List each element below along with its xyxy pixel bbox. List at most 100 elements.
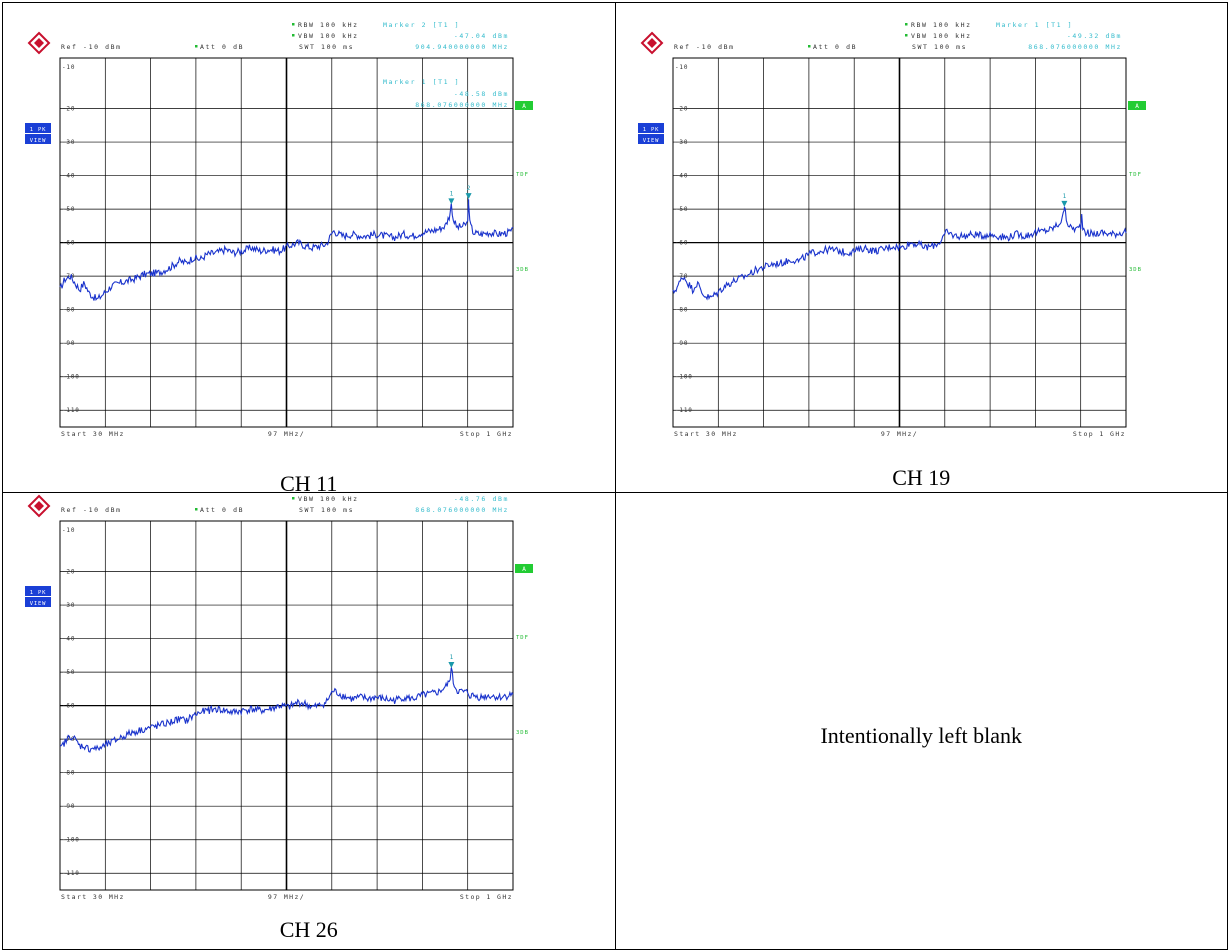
y-tick-label: -50 bbox=[62, 669, 75, 676]
vbw-label: VBW 100 kHz bbox=[911, 32, 972, 40]
badge-view-label: VIEW bbox=[642, 138, 658, 144]
badge-1pk-label: 1 PK bbox=[30, 590, 46, 596]
caption-ch26: CH 26 bbox=[279, 917, 338, 942]
badge-a-bg bbox=[515, 564, 533, 573]
marker-info-freq-2: 868.076000000 MHz bbox=[415, 101, 509, 109]
badge-1pk-bg bbox=[25, 123, 51, 133]
ref-level-label: Ref -10 dBm bbox=[61, 506, 122, 514]
y-tick-label: -30 bbox=[675, 139, 688, 146]
cell-ch11: RBW 100 kHz VBW 100 kHz SWT 100 ms Ref -10 … bbox=[2, 2, 616, 496]
marker-info-level-2: -48.58 dBm bbox=[454, 90, 509, 98]
y-tick-label: -80 bbox=[62, 770, 75, 777]
blank-note: Intentionally left blank bbox=[820, 723, 1023, 748]
y-tick-label: -20 bbox=[62, 106, 75, 113]
y-tick-label: -70 bbox=[675, 273, 688, 280]
badge-view-bg bbox=[25, 597, 51, 607]
x-stop-label: Stop 1 GHz bbox=[460, 430, 513, 438]
marker-number-label: 1 bbox=[450, 190, 454, 197]
rbw-label: RBW 100 kHz bbox=[911, 21, 972, 29]
attenuation-label: Att 0 dB bbox=[813, 43, 857, 51]
y-tick-label: -40 bbox=[62, 173, 75, 180]
badge-1pk-label: 1 PK bbox=[642, 127, 658, 133]
y-tick-label: -80 bbox=[62, 307, 75, 314]
marker-info-title-2: Marker 1 [T1 ] bbox=[383, 78, 460, 86]
badge-a-label: A bbox=[1135, 103, 1139, 110]
badge-a-bg bbox=[1127, 101, 1146, 110]
y-tick-label: -60 bbox=[675, 240, 688, 247]
x-span-label: 97 MHz/ bbox=[268, 430, 305, 438]
badge-1pk-label: 1 PK bbox=[30, 127, 46, 133]
y-tick-label: -10 bbox=[62, 64, 75, 71]
y-tick-label: -110 bbox=[62, 407, 80, 414]
y-tick-label: -60 bbox=[62, 703, 75, 710]
y-tick-label: -110 bbox=[675, 407, 693, 414]
y-tick-label: -10 bbox=[62, 527, 75, 534]
badge-a-label: A bbox=[522, 566, 526, 573]
trace-line bbox=[59, 666, 514, 753]
y-tick-label: -100 bbox=[675, 374, 693, 381]
swt-label: SWT 100 ms bbox=[299, 506, 354, 514]
marker-info-level: -47.04 dBm bbox=[454, 32, 509, 40]
y-tick-label: -20 bbox=[675, 106, 688, 113]
y-tick-label: -70 bbox=[62, 736, 75, 743]
ref-level-label: Ref -10 dBm bbox=[61, 43, 122, 51]
badge-a-label: A bbox=[522, 103, 526, 110]
vbw-indicator bbox=[904, 34, 907, 37]
side-tdf-label: TDF bbox=[1129, 172, 1142, 178]
badge-view-label: VIEW bbox=[30, 138, 46, 144]
y-tick-label: -30 bbox=[62, 139, 75, 146]
att-indicator bbox=[807, 45, 810, 48]
rohde-schwarz-logo-icon bbox=[27, 31, 51, 55]
y-tick-label: -90 bbox=[675, 340, 688, 347]
ref-level-label: Ref -10 dBm bbox=[674, 43, 735, 51]
y-tick-label: -20 bbox=[62, 569, 75, 576]
marker-triangle-icon bbox=[448, 661, 455, 668]
x-start-label: Start 30 MHz bbox=[61, 430, 125, 438]
marker-info-freq: 868.076000000 MHz bbox=[415, 506, 509, 514]
side-tdf-label: TDF bbox=[516, 635, 529, 641]
marker-info-level: -49.32 dBm bbox=[1066, 32, 1121, 40]
y-tick-label: -110 bbox=[62, 870, 80, 877]
swt-label: SWT 100 ms bbox=[912, 43, 967, 51]
y-tick-label: -60 bbox=[62, 240, 75, 247]
side-3db-label: 3DB bbox=[1129, 267, 1142, 273]
cell-blank: Intentionally left blank bbox=[614, 492, 1228, 950]
side-3db-label: 3DB bbox=[516, 730, 529, 736]
rbw-indicator bbox=[292, 23, 295, 26]
attenuation-label: Att 0 dB bbox=[200, 506, 244, 514]
vbw-label: VBW 100 kHz bbox=[298, 32, 359, 40]
trace-line bbox=[671, 206, 1127, 301]
x-start-label: Start 30 MHz bbox=[674, 430, 738, 438]
marker-info-title: Marker 2 [T1 ] bbox=[383, 21, 460, 29]
marker-triangle-icon bbox=[465, 193, 472, 200]
spectrum-plot-ch19: RBW 100 kHz VBW 100 kHz SWT 100 ms Ref -10 … bbox=[637, 21, 1146, 438]
att-indicator bbox=[195, 508, 198, 511]
swt-label: SWT 100 ms bbox=[299, 43, 354, 51]
badge-view-bg bbox=[637, 134, 664, 144]
caption-ch19: CH 19 bbox=[892, 465, 951, 490]
y-tick-label: -90 bbox=[62, 803, 75, 810]
x-stop-label: Stop 1 GHz bbox=[1072, 430, 1125, 438]
vbw-indicator bbox=[292, 497, 295, 500]
y-tick-label: -50 bbox=[62, 206, 75, 213]
rbw-label: RBW 100 kHz bbox=[298, 21, 359, 29]
badge-1pk-bg bbox=[25, 586, 51, 596]
side-tdf-label: TDF bbox=[516, 172, 529, 178]
attenuation-label: Att 0 dB bbox=[200, 43, 244, 51]
x-span-label: 97 MHz/ bbox=[268, 893, 305, 901]
spectrum-plot-ch11: RBW 100 kHz VBW 100 kHz SWT 100 ms Ref -10 … bbox=[25, 21, 533, 438]
rbw-indicator bbox=[904, 23, 907, 26]
x-stop-label: Stop 1 GHz bbox=[460, 893, 513, 901]
marker-info-freq: 868.076000000 MHz bbox=[1028, 43, 1122, 51]
y-tick-label: -100 bbox=[62, 837, 80, 844]
x-start-label: Start 30 MHz bbox=[61, 893, 125, 901]
badge-a-bg bbox=[515, 101, 533, 110]
rohde-schwarz-logo-icon bbox=[640, 31, 663, 55]
x-span-label: 97 MHz/ bbox=[880, 430, 917, 438]
y-tick-label: -30 bbox=[62, 602, 75, 609]
trace-line bbox=[59, 199, 514, 301]
caption-ch11: CH 11 bbox=[280, 471, 338, 496]
cell-ch19: RBW 100 kHz VBW 100 kHz SWT 100 ms Ref -10 … bbox=[614, 2, 1228, 493]
